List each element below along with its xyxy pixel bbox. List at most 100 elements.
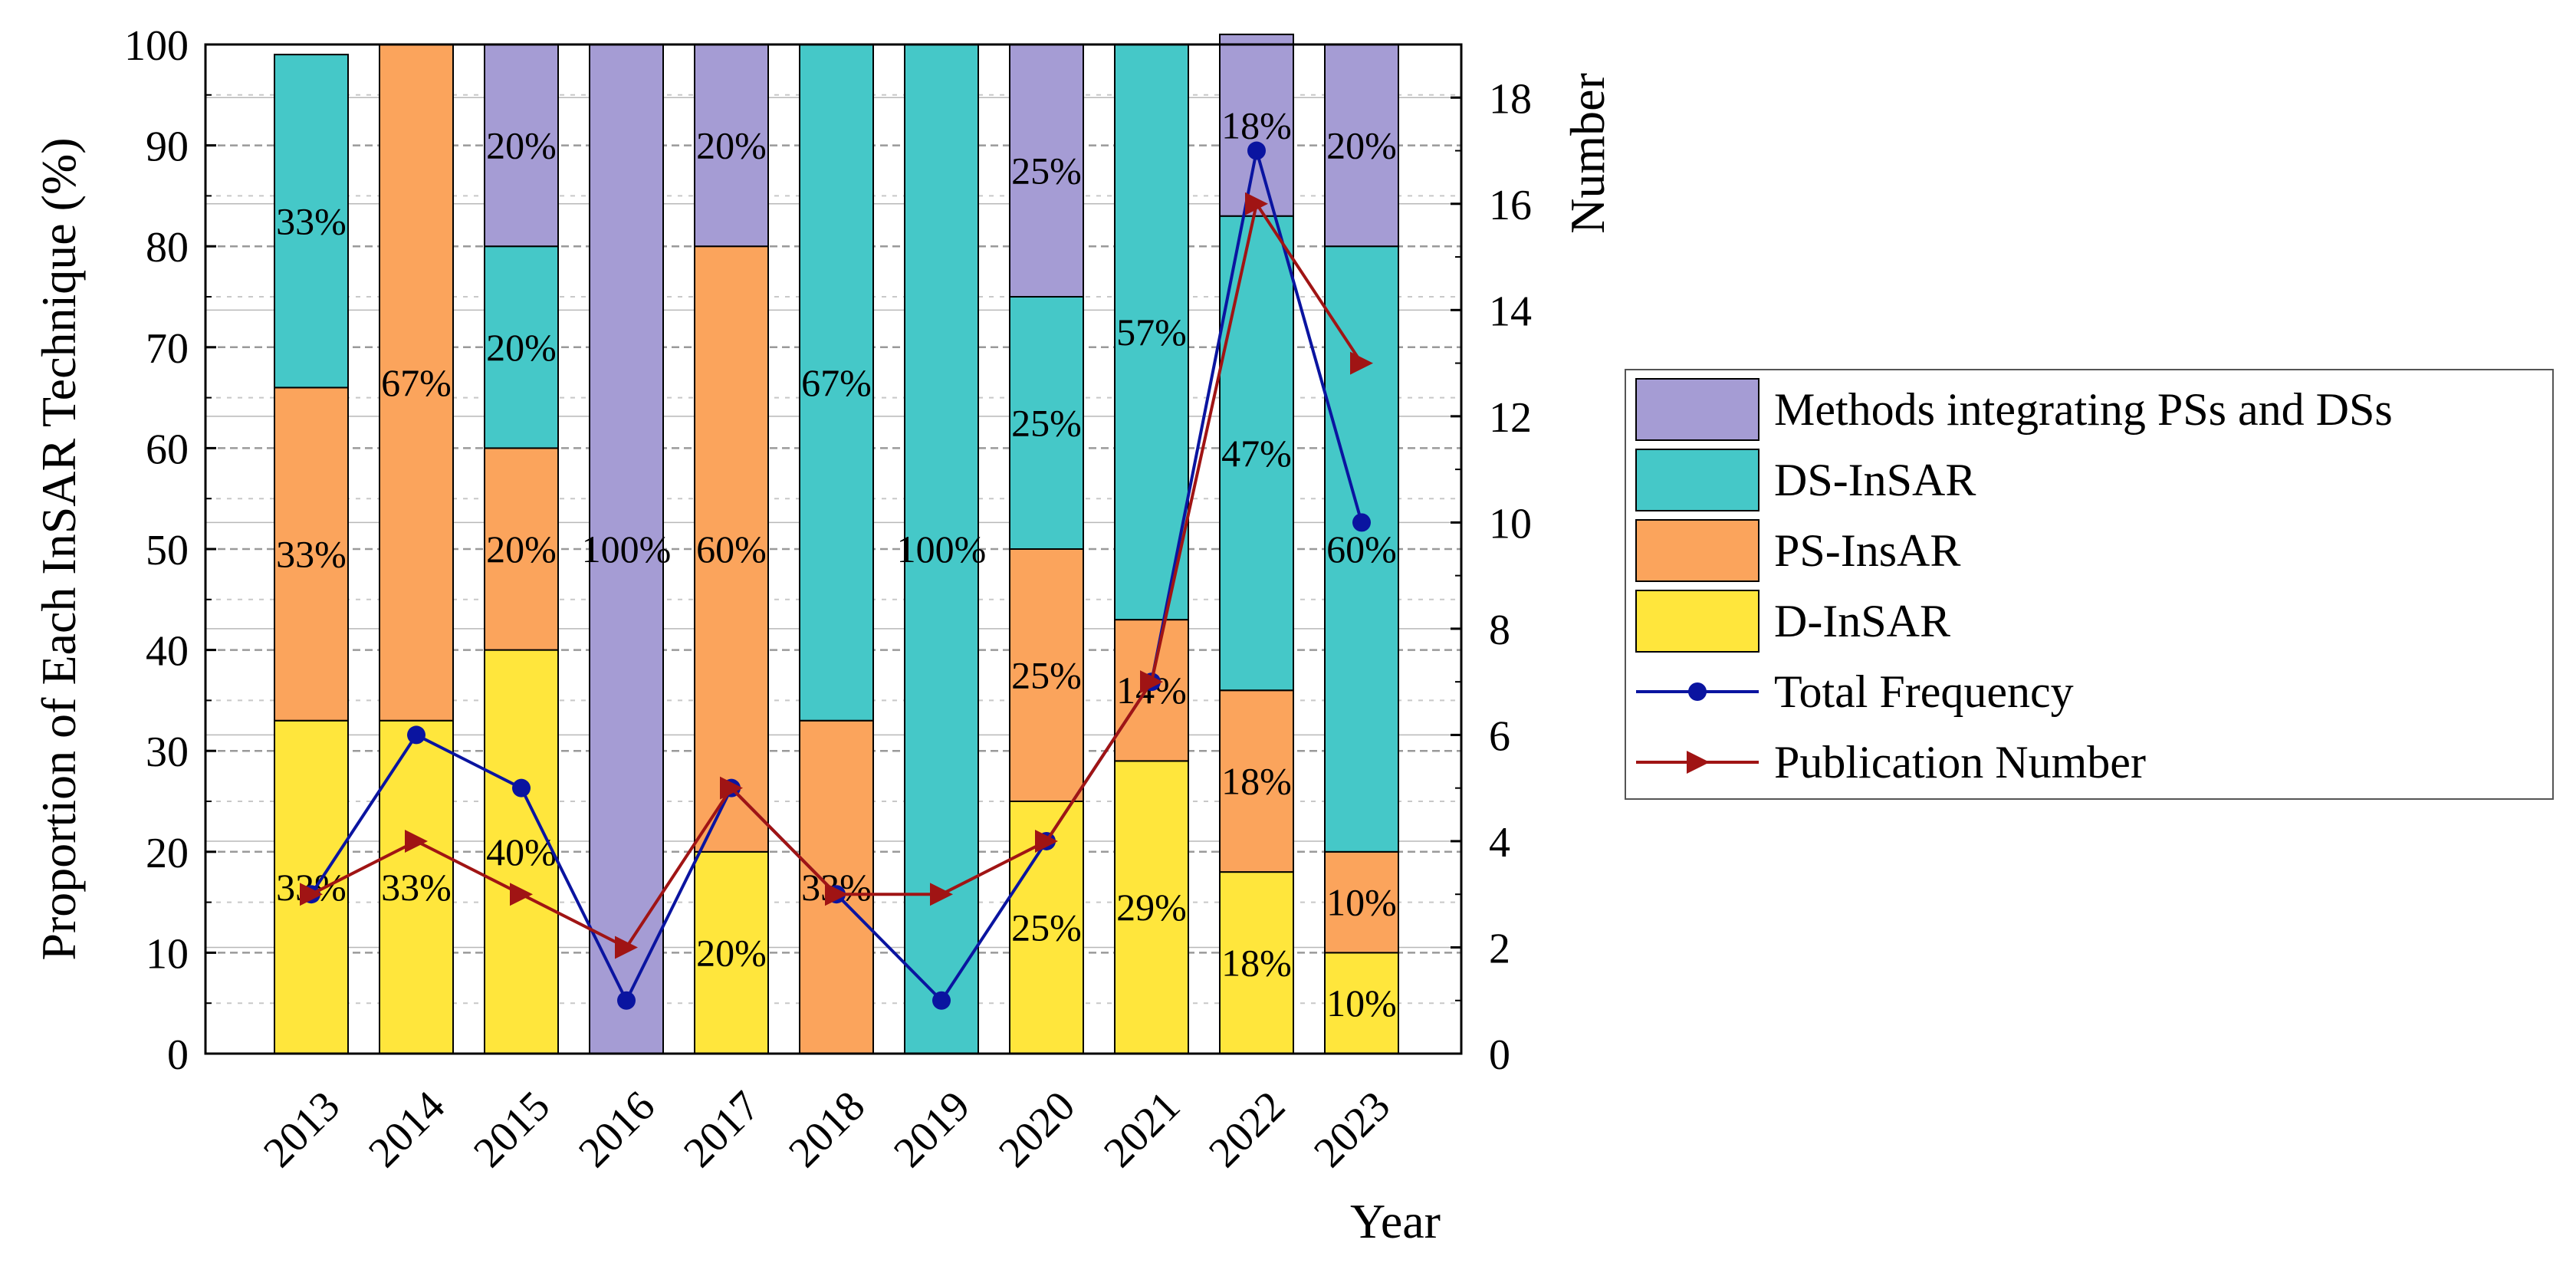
right-tick-label: 0 bbox=[1489, 1031, 1510, 1079]
left-tick-label: 40 bbox=[146, 628, 189, 676]
left-tick-label: 20 bbox=[146, 830, 189, 877]
bar-value-label: 33% bbox=[276, 199, 347, 242]
bar-ds-insar-2021 bbox=[1114, 44, 1189, 621]
right-tick-label: 12 bbox=[1489, 394, 1532, 442]
marker-total-frequency-2014 bbox=[407, 725, 426, 745]
bar-methods-integrating-pss-and-dss-2015 bbox=[484, 44, 559, 248]
legend-label-d-insar: D-InSAR bbox=[1774, 596, 1950, 646]
bar-ds-insar-2019 bbox=[904, 44, 979, 1054]
legend-label-publication-number: Publication Number bbox=[1774, 737, 2146, 788]
right-tick-label: 16 bbox=[1489, 182, 1532, 229]
left-tick-label: 0 bbox=[167, 1031, 189, 1079]
marker-total-frequency-2016 bbox=[617, 991, 636, 1010]
bar-value-label: 100% bbox=[582, 528, 672, 571]
bar-d-insar-2022 bbox=[1219, 871, 1294, 1054]
bar-value-label: 20% bbox=[486, 124, 557, 167]
marker-total-frequency-2019 bbox=[932, 991, 951, 1010]
marker-publication-number-2019 bbox=[930, 883, 953, 906]
legend-marker-publication-number bbox=[1687, 751, 1710, 774]
bar-ds-insar-2020 bbox=[1009, 296, 1084, 550]
bar-methods-integrating-pss-and-dss-2023 bbox=[1324, 44, 1399, 248]
bar-ps-insar-2014 bbox=[379, 44, 454, 722]
x-tick-label: 2015 bbox=[465, 1082, 559, 1176]
legend-label-ds-insar: DS-InSAR bbox=[1774, 455, 1976, 505]
bar-d-insar-2023 bbox=[1324, 952, 1399, 1055]
marker-publication-number-2014 bbox=[405, 829, 428, 853]
bar-value-label: 60% bbox=[696, 528, 767, 571]
x-tick-label: 2020 bbox=[990, 1082, 1084, 1176]
right-tick-label: 8 bbox=[1489, 607, 1510, 654]
bar-value-label: 20% bbox=[1326, 124, 1397, 167]
bar-value-label: 100% bbox=[897, 528, 987, 571]
legend-swatch-ds-insar bbox=[1635, 449, 1760, 511]
bar-value-label: 20% bbox=[486, 528, 557, 571]
bar-methods-integrating-pss-and-dss-2022 bbox=[1219, 33, 1294, 217]
bar-value-label: 25% bbox=[1011, 402, 1082, 445]
legend-swatch-d-insar bbox=[1635, 590, 1760, 653]
bar-value-label: 18% bbox=[1221, 104, 1292, 146]
marker-publication-number-2023 bbox=[1350, 351, 1373, 375]
marker-publication-number-2015 bbox=[510, 883, 533, 906]
bar-ps-insar-2013 bbox=[274, 386, 349, 722]
bar-value-label: 20% bbox=[696, 124, 767, 167]
marker-total-frequency-2022 bbox=[1247, 141, 1266, 160]
bar-d-insar-2014 bbox=[379, 719, 454, 1054]
x-axis-title: Year bbox=[1350, 1194, 1441, 1248]
right-tick-label: 14 bbox=[1489, 288, 1532, 335]
bar-value-label: 25% bbox=[1011, 906, 1082, 949]
bar-value-label: 67% bbox=[381, 361, 452, 404]
left-tick-label: 80 bbox=[146, 224, 189, 271]
bar-ds-insar-2013 bbox=[274, 54, 349, 389]
right-tick-label: 4 bbox=[1489, 819, 1510, 867]
bar-methods-integrating-pss-and-dss-2017 bbox=[694, 44, 769, 248]
x-tick-label: 2023 bbox=[1305, 1082, 1399, 1176]
marker-publication-number-2017 bbox=[720, 776, 743, 800]
bar-value-label: 67% bbox=[801, 361, 872, 404]
marker-publication-number-2013 bbox=[300, 883, 323, 906]
legend-swatch-methods-integrating-pss-and-dss bbox=[1635, 378, 1760, 441]
x-tick-label: 2022 bbox=[1200, 1082, 1294, 1176]
bar-value-label: 33% bbox=[381, 866, 452, 909]
left-tick-label: 10 bbox=[146, 930, 189, 978]
marker-publication-number-2020 bbox=[1035, 829, 1058, 853]
bar-ds-insar-2018 bbox=[799, 44, 874, 722]
bar-ds-insar-2022 bbox=[1219, 215, 1294, 692]
bar-value-label: 10% bbox=[1326, 881, 1397, 924]
x-tick-label: 2016 bbox=[570, 1082, 664, 1176]
bar-ps-insar-2022 bbox=[1219, 689, 1294, 873]
bar-value-label: 25% bbox=[1011, 654, 1082, 697]
marker-publication-number-2021 bbox=[1140, 670, 1163, 694]
legend-label-methods-integrating-pss-and-dss: Methods integrating PSs and DSs bbox=[1774, 384, 2393, 435]
x-tick-label: 2021 bbox=[1095, 1082, 1189, 1176]
bar-ps-insar-2017 bbox=[694, 245, 769, 853]
x-tick-label: 2013 bbox=[255, 1082, 349, 1176]
x-tick-label: 2018 bbox=[780, 1082, 874, 1176]
left-tick-label: 100 bbox=[124, 22, 189, 70]
legend-label-total-frequency: Total Frequency bbox=[1774, 666, 2074, 717]
left-tick-label: 70 bbox=[146, 325, 189, 373]
right-tick-label: 2 bbox=[1489, 925, 1510, 972]
bar-value-label: 60% bbox=[1326, 528, 1397, 571]
legend-label-ps-insar: PS-InsAR bbox=[1774, 525, 1960, 576]
marker-publication-number-2018 bbox=[825, 883, 848, 906]
y-axis-title: Proportion of Each InSAR Technique (%) bbox=[31, 137, 86, 960]
bar-value-label: 29% bbox=[1116, 886, 1187, 929]
legend-marker-total-frequency bbox=[1688, 682, 1707, 701]
bar-value-label: 10% bbox=[1326, 982, 1397, 1024]
left-tick-label: 60 bbox=[146, 426, 189, 473]
marker-total-frequency-2023 bbox=[1352, 513, 1371, 532]
bar-ps-insar-2023 bbox=[1324, 850, 1399, 954]
x-tick-label: 2014 bbox=[360, 1082, 454, 1176]
left-tick-label: 90 bbox=[146, 123, 189, 171]
legend-box bbox=[1625, 369, 2554, 800]
bar-value-label: 18% bbox=[1221, 942, 1292, 985]
right-tick-label: 6 bbox=[1489, 712, 1510, 760]
bar-value-label: 57% bbox=[1116, 311, 1187, 354]
bar-value-label: 47% bbox=[1221, 432, 1292, 475]
left-tick-label: 50 bbox=[146, 527, 189, 574]
y-axis-title-right: Number bbox=[1560, 73, 1615, 234]
bar-value-label: 25% bbox=[1011, 150, 1082, 192]
left-tick-label: 30 bbox=[146, 728, 189, 776]
